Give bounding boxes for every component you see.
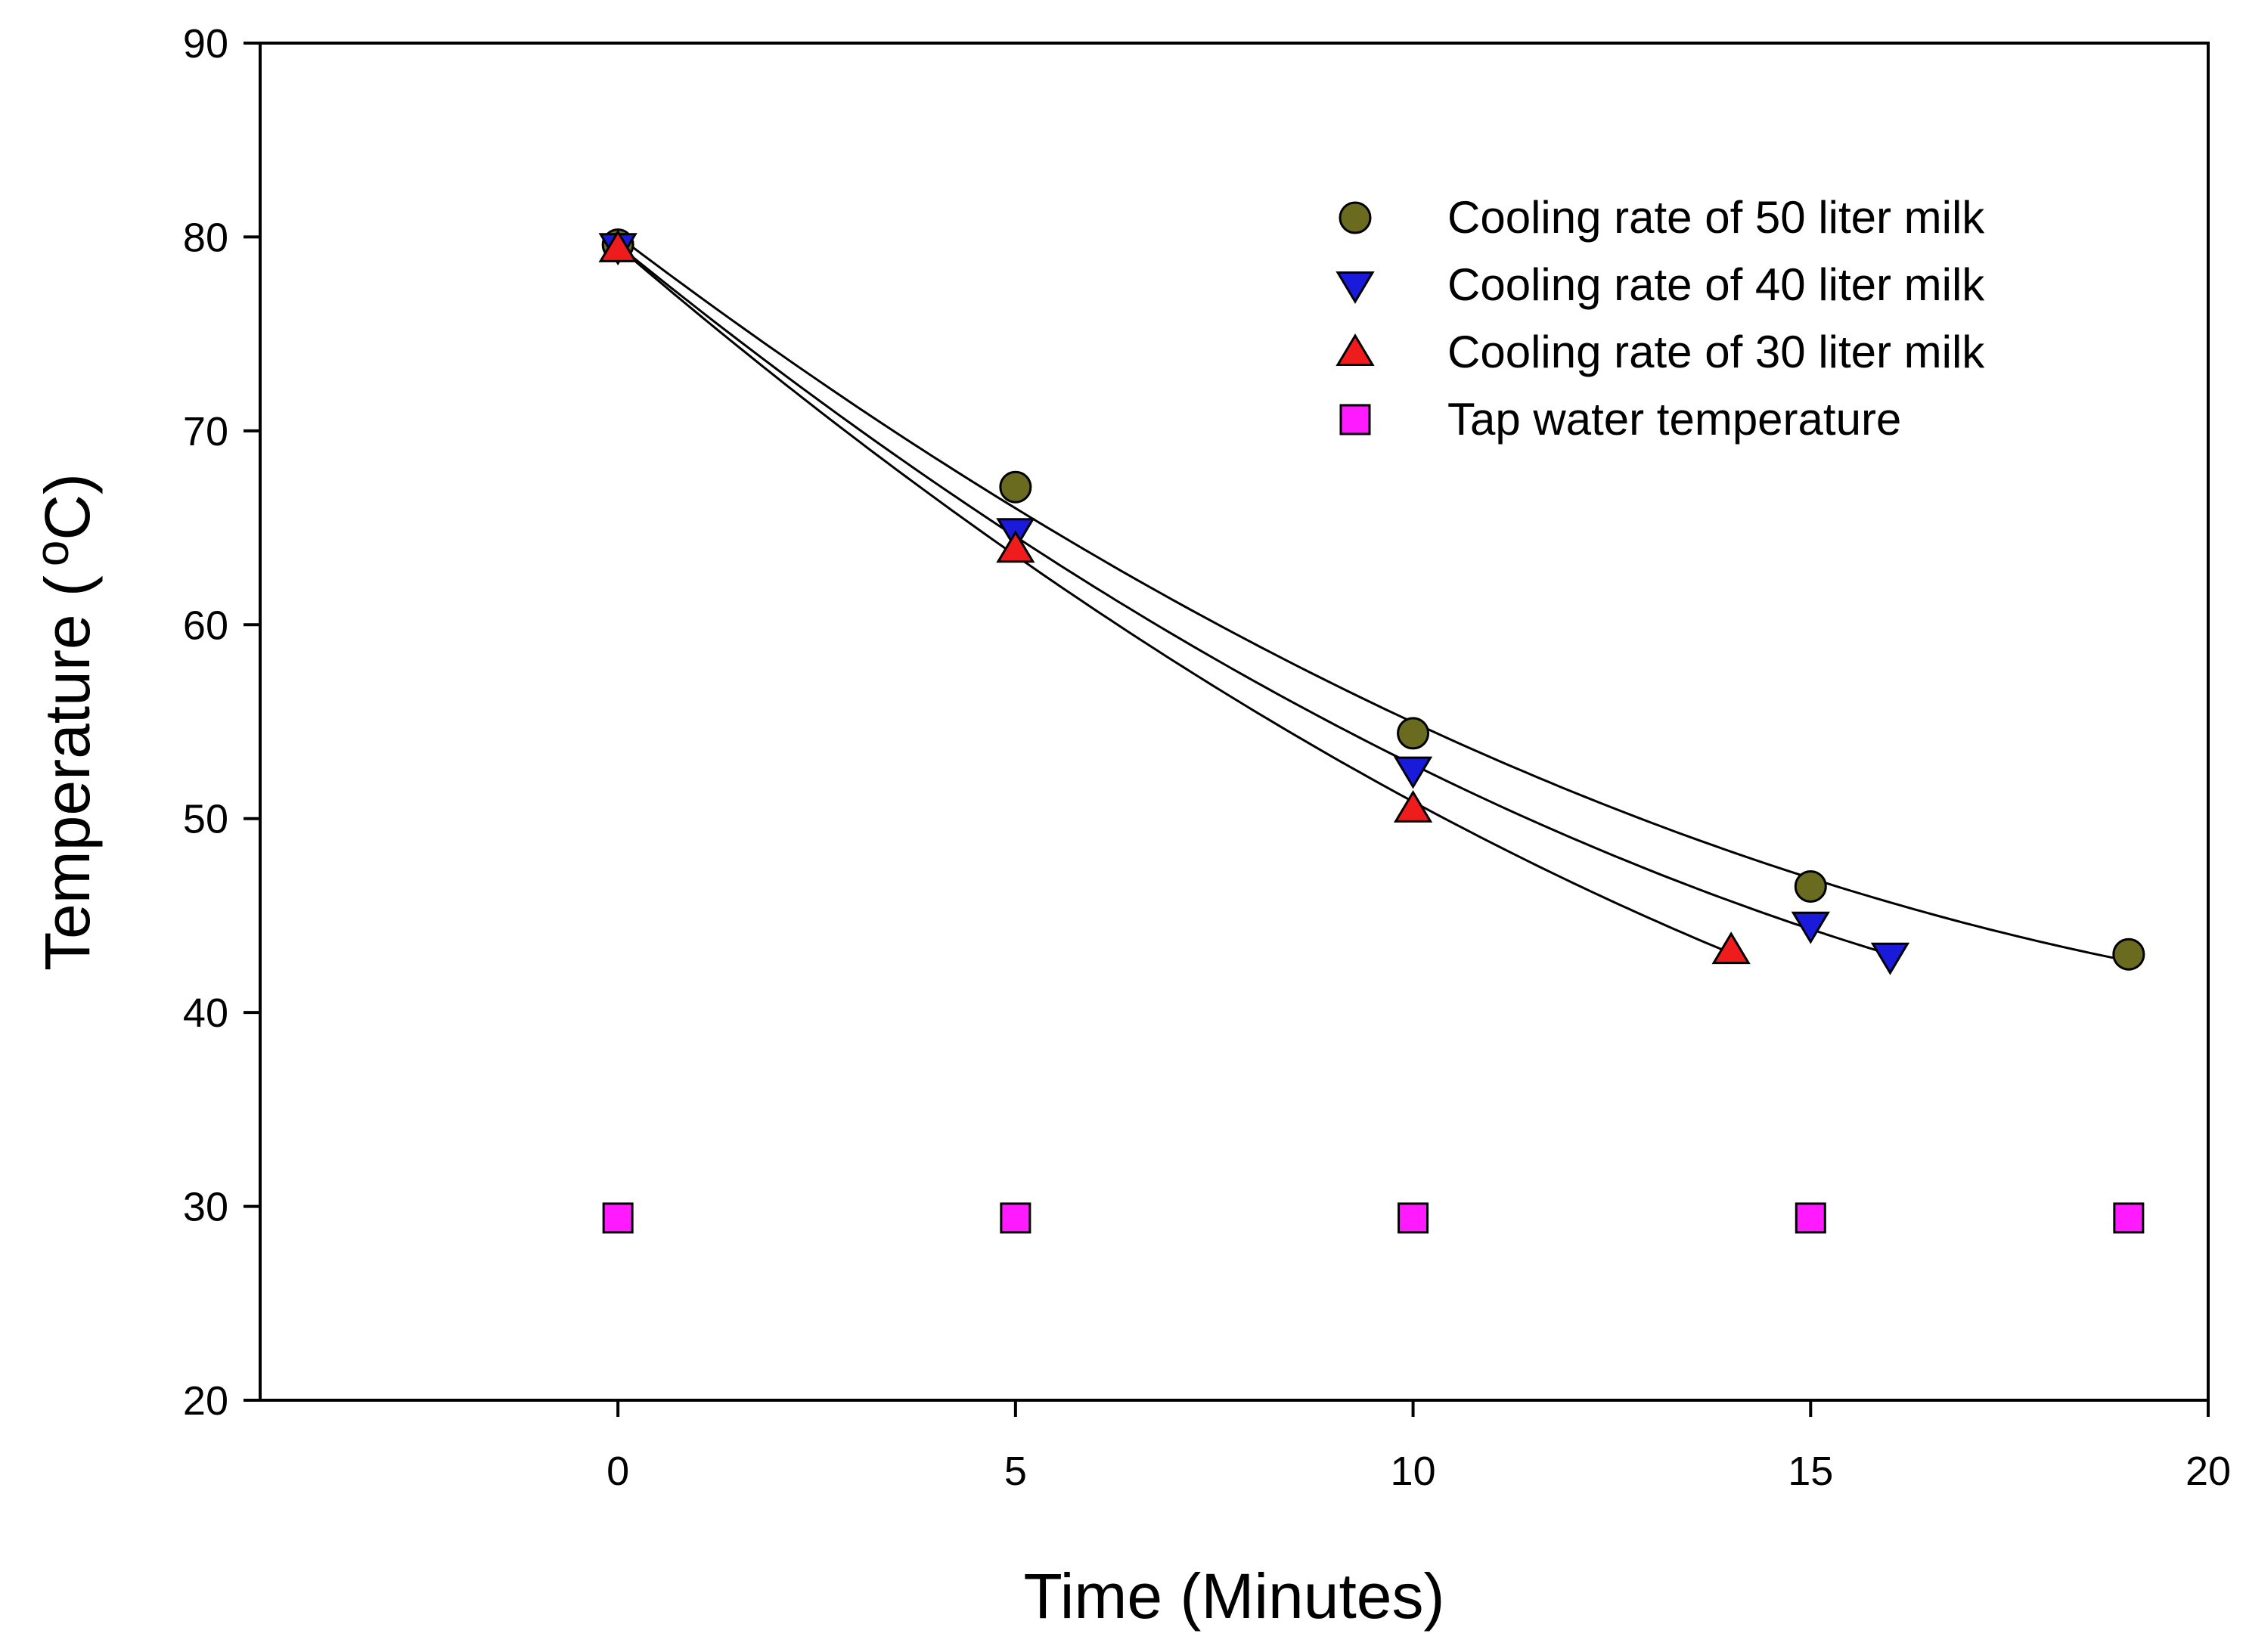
y-axis-title-main: Temperature ( <box>32 575 103 971</box>
legend-label-3: Cooling rate of 30 liter milk <box>1447 327 1985 377</box>
fit-curve-1 <box>617 235 2130 962</box>
series-2-point <box>1791 911 1830 944</box>
x-tick-label: 5 <box>1004 1449 1027 1494</box>
series-3-point <box>996 530 1035 563</box>
x-tick-label: 20 <box>2186 1449 2231 1494</box>
legend-marker-4 <box>1339 404 1371 435</box>
fit-curve-2 <box>617 244 1891 956</box>
series-1-point <box>2112 938 2145 971</box>
y-tick-label: 70 <box>183 409 228 454</box>
y-tick-label: 80 <box>183 215 228 260</box>
series-2-point <box>1870 942 1910 975</box>
y-tick-label: 40 <box>183 990 228 1036</box>
y-tick-label: 90 <box>183 21 228 67</box>
y-tick-label: 50 <box>183 797 228 842</box>
legend-label-1: Cooling rate of 50 liter milk <box>1447 192 1985 243</box>
series-3-point <box>1393 789 1433 823</box>
y-axis-title-superscript: o <box>26 541 79 566</box>
legend: Cooling rate of 50 liter milk Cooling rat… <box>1336 192 1985 445</box>
y-axis-ticks: 20 30 40 50 60 70 80 90 <box>183 21 260 1424</box>
legend-label-2: Cooling rate of 40 liter milk <box>1447 259 1985 310</box>
x-tick-label: 15 <box>1788 1449 1833 1494</box>
legend-marker-1 <box>1339 201 1372 234</box>
series-4-point <box>1000 1202 1031 1234</box>
series-4-point <box>1795 1202 1826 1234</box>
legend-marker-3 <box>1336 333 1375 366</box>
y-tick-label: 30 <box>183 1185 228 1230</box>
series-2-point <box>1393 756 1433 789</box>
series-3-point <box>598 229 638 262</box>
fit-curves <box>617 235 2130 962</box>
x-tick-label: 10 <box>1391 1449 1436 1494</box>
series-4-point <box>1398 1202 1429 1234</box>
y-axis-title: Temperature ( oC) <box>26 473 103 971</box>
series-4-point <box>2113 1202 2145 1234</box>
plot-frame <box>259 42 2210 1402</box>
data-markers <box>598 228 2145 1234</box>
x-tick-label: 0 <box>606 1449 629 1494</box>
fit-curve-3 <box>617 245 1732 955</box>
y-tick-label: 20 <box>183 1378 228 1424</box>
series-1-point <box>1397 717 1430 750</box>
x-axis-title: Time (Minutes) <box>1024 1561 1445 1632</box>
series-4-point <box>602 1202 634 1234</box>
x-axis-ticks: 0 5 10 15 20 <box>606 1400 2231 1494</box>
legend-label-4: Tap water temperature <box>1447 394 1901 445</box>
y-tick-label: 60 <box>183 603 228 648</box>
series-1-point <box>999 470 1032 504</box>
legend-marker-2 <box>1336 271 1375 304</box>
series-1-point <box>1794 869 1827 903</box>
y-axis-title-unit: C) <box>32 473 103 541</box>
series-3-point <box>1711 931 1751 965</box>
